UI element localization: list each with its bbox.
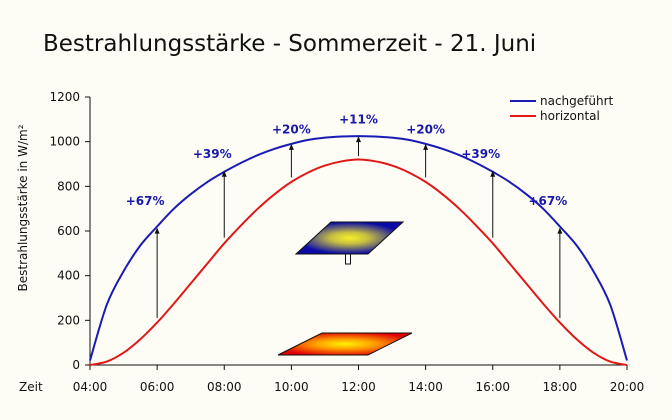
y-tick-label: 1200 [49,90,80,104]
legend-label: nachgeführt [540,94,614,108]
chart-title: Bestrahlungsstärke - Sommerzeit - 21. Ju… [43,31,536,57]
x-axis-label: Zeit [19,380,43,394]
tracked-panel-illustration [294,221,405,265]
x-tick-label: 14:00 [408,380,443,394]
y-axis: 0 200 400 600 800 1000 1200 [49,90,91,372]
horizontal-panel-illustration [277,332,413,356]
annotations-group: +67% +39% +20% +11% +20% +39% +67% [126,112,567,319]
x-tick-label: 10:00 [274,380,309,394]
gain-label: +11% [339,112,378,126]
x-tick-label: 08:00 [207,380,242,394]
y-tick-label: 0 [72,358,80,372]
gain-label: +20% [406,122,445,136]
gain-label: +39% [461,147,500,161]
x-tick-label: 16:00 [475,380,510,394]
y-tick-label: 800 [57,179,80,193]
x-tick-label: 04:00 [73,380,108,394]
gain-arrow-head [288,143,294,150]
x-tick-label: 18:00 [543,380,578,394]
gain-arrow-head [423,143,429,150]
y-tick-label: 200 [57,313,80,327]
gain-arrow-head [490,170,496,177]
gain-label: +39% [193,147,232,161]
x-axis: 04:00 06:00 08:00 10:00 12:00 14:00 16:00 18:00… [73,364,645,394]
x-tick-label: 12:00 [341,380,376,394]
gain-label: +67% [528,194,567,208]
legend-label: horizontal [540,109,600,123]
series-line-horizontal [89,158,628,366]
y-tick-label: 1000 [49,135,80,149]
x-tick-label: 20:00 [610,380,645,394]
gain-arrow-head [356,136,361,143]
y-tick-label: 400 [57,269,80,283]
y-tick-label: 600 [57,224,80,238]
x-tick-label: 06:00 [140,380,175,394]
y-axis-label: Bestrahlungsstärke in W/m² [16,124,30,291]
gain-label: +67% [126,194,165,208]
gain-arrow-head [221,170,227,177]
gain-label: +20% [272,122,311,136]
gain-arrow-head [557,227,563,234]
gain-arrow-head [154,227,160,234]
